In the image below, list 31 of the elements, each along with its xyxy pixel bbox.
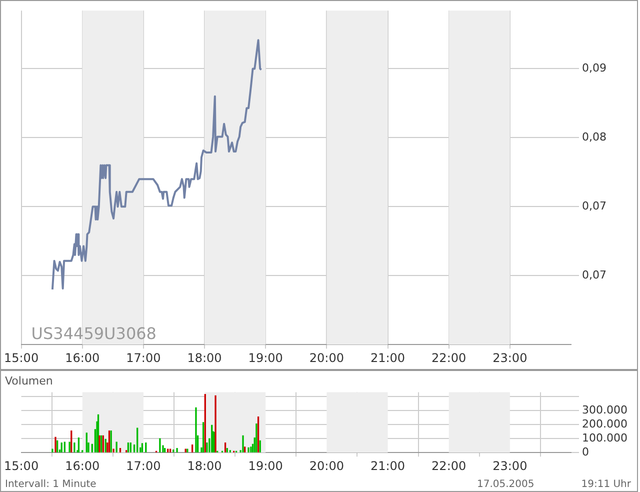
x-tick-label: 23:00 [492,458,528,473]
x-tick-label: 20:00 [309,350,344,365]
x-tick-label: 16:00 [65,350,100,365]
y-tick-label: 0 [582,445,589,458]
y-tick-label: 0,08 [582,130,606,144]
x-tick-label: 16:00 [65,458,100,473]
y-tick-label: 200.000 [582,417,628,430]
text: 17.05.2005 [477,479,534,490]
annotation: US34459U3068 [31,324,156,343]
x-tick-label: 21:00 [370,350,406,365]
x-tick-label: 18:00 [187,458,222,473]
x-tick-label: 23:00 [492,350,528,365]
y-tick-label: 0,09 [582,62,606,75]
x-tick-label: 17:00 [126,350,161,365]
text: 19:11 Uhr [581,479,631,490]
x-tick-label: 19:00 [248,350,283,365]
x-tick-label: 21:00 [370,458,406,473]
y-tick-label: 0,07 [582,200,606,213]
y-tick-label: 100.000 [582,431,628,444]
x-tick-label: 22:00 [432,350,466,365]
y-tick-label: 0,07 [582,268,606,282]
x-tick-label: 17:00 [126,458,161,473]
chart-title: Volumen [5,374,53,388]
x-tick-label: 20:00 [309,458,344,473]
x-tick-label: 15:00 [4,458,39,473]
x-tick-label: 22:00 [432,458,466,473]
text: Intervall: 1 Minute [5,479,96,490]
x-tick-label: 18:00 [187,350,222,365]
x-tick-label: 19:00 [248,458,283,473]
x-tick-label: 15:00 [4,350,39,365]
y-tick-label: 300.000 [582,403,628,416]
